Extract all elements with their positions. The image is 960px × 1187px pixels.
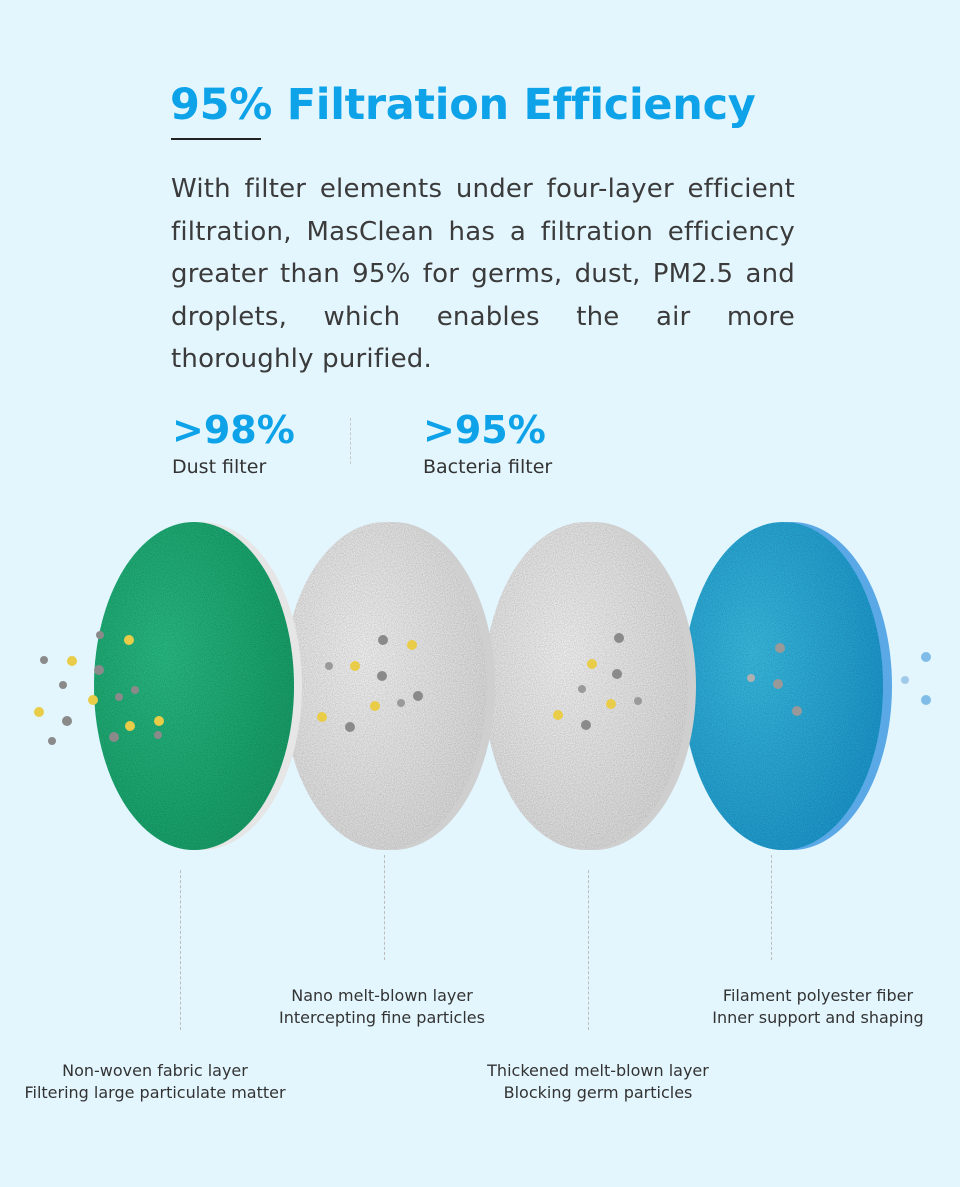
- stat-dust-value: >98%: [172, 408, 295, 452]
- stat-bacteria: >95% Bacteria filter: [423, 408, 552, 480]
- caption-nano: Nano melt-blown layer Intercepting fine …: [232, 985, 532, 1028]
- leader-line-non-woven: [180, 870, 181, 1030]
- layer-thickened-melt-blown: [484, 522, 696, 850]
- caption-polyester-function: Inner support and shaping: [712, 1007, 924, 1027]
- stat-bacteria-label: Bacteria filter: [423, 456, 553, 478]
- caption-polyester: Filament polyester fiber Inner support a…: [668, 985, 960, 1028]
- caption-thickened-name: Thickened melt-blown layer: [487, 1061, 709, 1080]
- particles: [34, 631, 931, 745]
- caption-non-woven: Non-woven fabric layer Filtering large p…: [5, 1060, 305, 1103]
- caption-non-woven-name: Non-woven fabric layer: [62, 1061, 248, 1080]
- description: With filter elements under four-layer ef…: [171, 174, 795, 374]
- stat-dust: >98% Dust filter: [172, 408, 295, 480]
- caption-thickened-function: Blocking germ particles: [503, 1082, 693, 1102]
- leader-line-thickened: [588, 870, 589, 1030]
- layer-polyester-fiber: [683, 522, 892, 850]
- page-title: 95% Filtration Efficiency: [170, 80, 756, 130]
- caption-nano-name: Nano melt-blown layer: [291, 986, 473, 1005]
- title-underline: [171, 138, 261, 140]
- layer-non-woven-fabric: [94, 522, 302, 850]
- stat-dust-label: Dust filter: [172, 456, 267, 478]
- layer-nano-melt-blown: [283, 522, 495, 850]
- stat-bacteria-value: >95%: [423, 408, 546, 452]
- stat-divider: [350, 418, 351, 464]
- leader-line-polyester: [771, 855, 772, 960]
- caption-nano-function: Intercepting fine particles: [279, 1007, 485, 1027]
- caption-polyester-name: Filament polyester fiber: [722, 986, 914, 1005]
- caption-thickened: Thickened melt-blown layer Blocking germ…: [448, 1060, 748, 1103]
- filter-layers-illustration: [34, 522, 931, 850]
- leader-line-nano: [384, 855, 385, 960]
- caption-non-woven-function: Filtering large particulate matter: [24, 1082, 286, 1102]
